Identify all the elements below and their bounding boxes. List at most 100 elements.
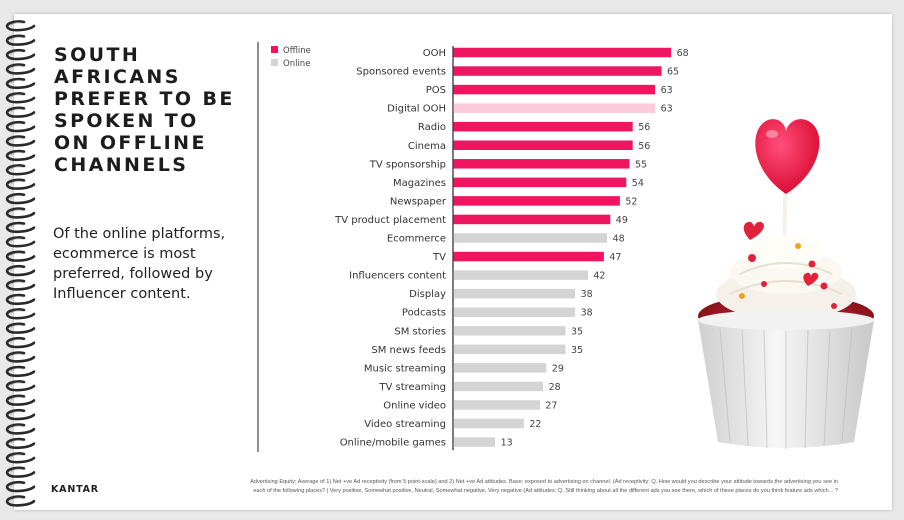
spiral-coil <box>5 380 36 392</box>
category-label: TV streaming <box>378 382 446 393</box>
headline: SOUTH AFRICANS PREFER TO BE SPOKEN TO ON… <box>54 44 235 176</box>
spiral-coil <box>5 135 36 147</box>
bar <box>453 251 604 262</box>
spiral-coil <box>5 221 36 234</box>
spiral-coil <box>5 293 36 306</box>
value-label: 47 <box>609 252 621 263</box>
bar <box>453 159 630 169</box>
spiral-coil <box>5 34 36 46</box>
spiral-coil <box>5 178 36 190</box>
bar <box>453 84 656 95</box>
value-label: 63 <box>661 85 673 96</box>
value-label: 29 <box>552 363 564 374</box>
legend-label: Offline <box>283 46 311 56</box>
spiral-coil <box>5 20 36 32</box>
spiral-coil <box>5 193 36 205</box>
category-label: Cinema <box>408 141 446 152</box>
value-label: 38 <box>581 308 593 319</box>
category-label: SM news feeds <box>371 345 446 356</box>
category-label: Ecommerce <box>387 234 446 245</box>
bar <box>453 363 547 373</box>
value-label: 28 <box>549 382 561 393</box>
bar <box>453 103 656 113</box>
bar <box>453 270 588 280</box>
spiral-binding <box>5 20 36 507</box>
value-label: 42 <box>593 271 605 282</box>
value-label: 38 <box>581 289 593 300</box>
spiral-coil <box>5 49 36 61</box>
bar <box>453 47 672 58</box>
spiral-coil <box>5 77 36 90</box>
spiral-coil <box>5 437 36 450</box>
bar <box>453 400 540 410</box>
spiral-coil <box>5 236 36 248</box>
category-label: TV <box>432 252 446 263</box>
spiral-coil <box>5 351 36 363</box>
value-label: 56 <box>638 122 650 133</box>
value-label: 52 <box>625 196 637 207</box>
category-label: Video streaming <box>364 419 446 430</box>
category-label: Display <box>409 289 446 300</box>
category-label: Podcasts <box>402 308 446 319</box>
value-label: 48 <box>613 234 625 245</box>
bar <box>453 121 633 132</box>
spiral-coil <box>5 481 36 493</box>
category-label: Magazines <box>393 178 446 189</box>
value-label: 63 <box>661 104 673 115</box>
bar <box>453 66 662 76</box>
bar <box>453 177 627 188</box>
category-label: Online/mobile games <box>340 438 446 449</box>
legend-swatch <box>271 46 278 53</box>
legend-swatch <box>271 59 278 66</box>
bar <box>453 418 524 429</box>
bar <box>453 214 611 225</box>
spiral-coil <box>5 322 36 334</box>
spiral-coil <box>5 337 36 349</box>
spiral-coil <box>5 121 36 133</box>
category-label: Radio <box>418 122 446 133</box>
bar <box>453 233 608 243</box>
spiral-coil <box>5 308 36 320</box>
value-label: 65 <box>667 67 679 78</box>
value-label: 13 <box>501 438 513 449</box>
value-label: 49 <box>616 215 628 226</box>
value-label: 27 <box>545 400 557 411</box>
category-label: TV sponsorship <box>369 159 446 170</box>
spiral-coil <box>5 466 36 478</box>
category-label: Digital OOH <box>387 104 446 115</box>
category-label: SM stories <box>394 326 446 337</box>
category-label: Music streaming <box>364 363 446 374</box>
bar <box>453 196 620 206</box>
category-label: TV product placement <box>334 215 446 226</box>
spiral-coil <box>5 250 36 262</box>
spiral-coil <box>5 92 36 104</box>
bar <box>453 307 576 317</box>
value-label: 55 <box>635 159 647 170</box>
bar <box>453 381 544 392</box>
value-label: 54 <box>632 178 644 189</box>
bar-group: OOH 68 Sponsored events 65 POS 63 Digital OOH 6… <box>334 47 689 449</box>
spiral-coil <box>5 409 36 421</box>
category-label: Newspaper <box>390 196 447 207</box>
bar <box>453 140 633 150</box>
spiral-coil <box>5 63 36 75</box>
category-label: OOH <box>423 48 446 59</box>
value-label: 22 <box>529 419 541 430</box>
spiral-coil <box>5 279 36 291</box>
cupcake-image <box>698 119 874 449</box>
spiral-coil <box>5 365 36 378</box>
subtext: Of the online platforms, ecommerce is mo… <box>53 226 226 302</box>
spiral-coil <box>5 149 36 162</box>
spiral-coil <box>5 423 36 435</box>
bar <box>453 326 566 336</box>
category-label: Sponsored events <box>356 67 446 78</box>
category-label: Online video <box>383 400 446 411</box>
spiral-coil <box>5 495 36 507</box>
value-label: 35 <box>571 345 583 356</box>
brand-logo: KANTAR <box>51 484 99 495</box>
legend-label: Online <box>283 59 310 69</box>
spiral-coil <box>5 452 36 464</box>
spiral-coil <box>5 164 36 176</box>
spiral-coil <box>5 394 36 406</box>
